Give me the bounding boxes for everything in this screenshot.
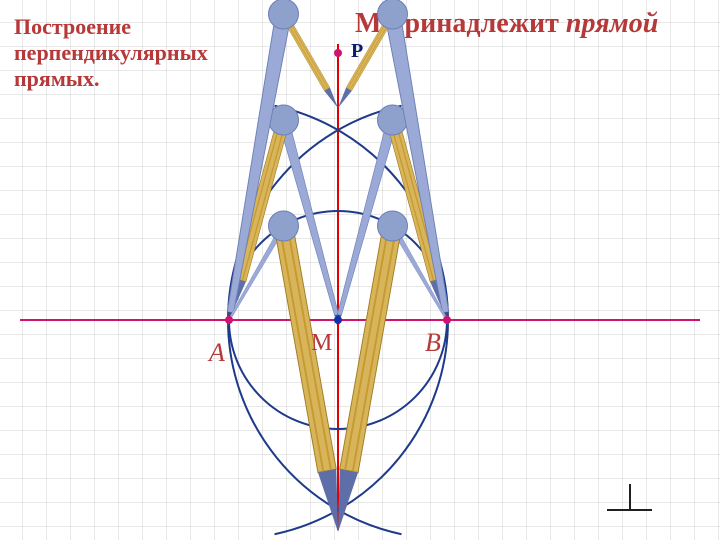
label-b: B [425, 328, 441, 358]
label-a: A [209, 338, 225, 368]
label-p: P [351, 40, 363, 63]
compass-2 [220, 0, 341, 329]
point-p-dot [334, 49, 342, 57]
label-m: M [311, 330, 332, 357]
point-b-dot [443, 316, 451, 324]
perpendicular-symbol-icon [607, 484, 652, 510]
canvas: Построение перпендикулярных прямых. М пр… [0, 0, 720, 540]
point-a-dot [225, 316, 233, 324]
point-m-dot [334, 316, 342, 324]
geometry-svg [0, 0, 720, 540]
